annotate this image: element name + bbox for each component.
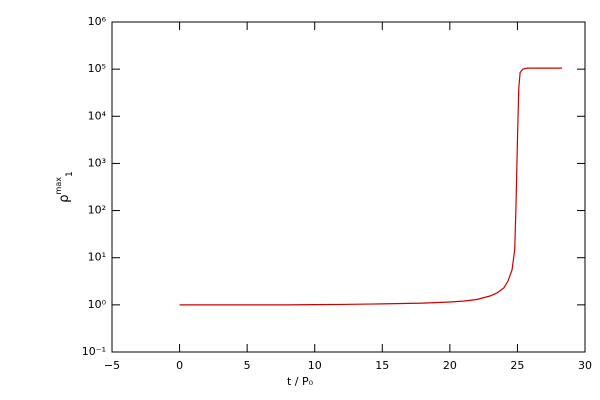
x-axis-label: t / P₀ [287,375,314,388]
x-tick-label: 20 [443,359,457,372]
y-tick-label: 10⁵ [88,62,106,75]
y-label-sub: 1 [65,171,75,177]
y-tick-label: 10² [88,204,106,217]
x-tick-label: −5 [104,359,120,372]
data-line [179,67,563,306]
y-tick-label: 10⁶ [88,15,107,28]
x-tick-label: 0 [176,359,183,372]
y-label-base: ρ [57,194,72,202]
y-tick-label: 10⁴ [88,109,107,122]
y-tick-label: 10⁻¹ [82,345,106,358]
x-tick-label: 25 [510,359,524,372]
x-tick-label: 30 [578,359,592,372]
x-tick-label: 15 [375,359,389,372]
x-tick-label: 10 [308,359,322,372]
y-tick-label: 10⁰ [88,298,107,311]
x-tick-label: 5 [244,359,251,372]
y-tick-label: 10¹ [88,251,106,264]
y-label-sup: max [54,177,63,195]
plot-frame [111,21,586,353]
y-axis-label: ρmax1 [54,171,75,202]
y-tick-label: 10³ [88,156,106,169]
